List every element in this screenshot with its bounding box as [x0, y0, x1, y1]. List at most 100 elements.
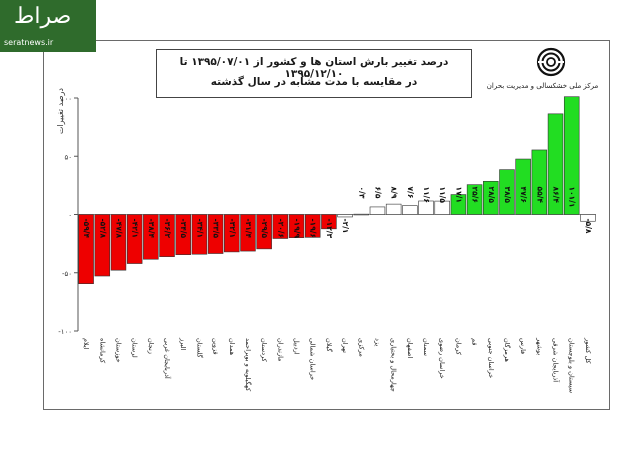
- bar-value-label: -۲۰/۶: [276, 219, 285, 239]
- bar-value-label: ۸۶/۴: [552, 187, 561, 204]
- category-label: قزوین: [212, 338, 220, 355]
- bar: [175, 214, 191, 255]
- y-tick-label: -۵۰: [62, 270, 72, 278]
- bar: [418, 200, 434, 215]
- bar-value-label: ۱۷/۱: [454, 187, 463, 203]
- bar-value-label: -۵/۸: [584, 219, 593, 234]
- bar-value-label: -۳۸/۴: [147, 219, 156, 239]
- bar-value-label: -۳۳/۵: [212, 219, 221, 239]
- bar-value-label: -۳۴/۵: [179, 219, 188, 239]
- site-logo[interactable]: صراط seratnews.ir: [0, 0, 96, 52]
- bar-value-label: -۳۴/۱: [195, 219, 204, 239]
- category-label: فارس: [519, 338, 527, 354]
- bar: [466, 184, 483, 215]
- category-label: گلستان: [195, 338, 203, 359]
- bar: [143, 214, 159, 260]
- bar: [580, 214, 596, 222]
- category-label: زنجان: [147, 338, 155, 354]
- bar: [515, 158, 531, 215]
- chart-title: درصد تغییر بارش استان ها و کشور از ۱۳۹۵/…: [179, 56, 449, 80]
- bar-value-label: ۳۸/۵: [503, 187, 512, 204]
- category-label: یزد: [373, 338, 381, 346]
- y-tick-label: ۱۰۰: [61, 95, 72, 103]
- category-label: بوشهر: [535, 337, 543, 355]
- category-label: گیلان: [325, 338, 333, 353]
- category-label: اردبیل: [293, 338, 301, 355]
- y-tick-label: ۵۰: [64, 153, 72, 161]
- bar: [240, 214, 256, 252]
- category-label: خراسان رضوی: [438, 338, 446, 379]
- bar: [304, 214, 321, 238]
- bar-value-label: ۰/۳: [357, 187, 366, 199]
- category-label: ایلام: [82, 338, 90, 350]
- bar: [337, 214, 353, 218]
- bar-value-label: -۴۷/۸: [114, 219, 123, 239]
- category-label: خراسان جنوبی: [487, 338, 495, 378]
- bar: [402, 205, 418, 215]
- category-label: مرکزی: [357, 338, 365, 357]
- category-label: اصفهان: [406, 338, 414, 359]
- y-tick-label: ۰: [68, 212, 72, 220]
- bar-value-label: -۲۹/۵: [260, 219, 269, 239]
- category-label: چهارمحال و بختیاری: [390, 338, 398, 392]
- bar: [94, 214, 111, 277]
- category-label: سیستان و بلوچستان: [568, 338, 576, 393]
- bar-value-label: -۳۱/۴: [244, 219, 253, 239]
- bar: [434, 200, 450, 215]
- bar: [321, 214, 337, 230]
- bar: [563, 96, 580, 215]
- site-url: seratnews.ir: [4, 38, 54, 47]
- category-label: قم: [471, 338, 479, 345]
- category-label: البرز: [179, 337, 187, 351]
- bar-value-label: -۱۹/۹: [293, 219, 302, 239]
- bar-value-label: -۱۹/۶: [309, 219, 318, 239]
- bar-value-label: -۳۶/۲: [163, 219, 172, 239]
- title-box: درصد تغییر بارش استان ها و کشور از ۱۳۹۵/…: [156, 49, 472, 98]
- bar: [272, 214, 289, 239]
- bar: [531, 149, 548, 215]
- bar: [288, 214, 305, 238]
- bar-value-label: ۸/۹: [390, 187, 399, 199]
- category-label: کردستان: [260, 338, 268, 363]
- category-label: خوزستان: [114, 338, 122, 363]
- bar: [159, 214, 175, 257]
- org-emblem-icon: [536, 47, 566, 77]
- category-label: هرمزگان: [503, 338, 511, 363]
- bar-value-label: -۵۹/۴: [82, 219, 91, 239]
- bar: [224, 214, 240, 253]
- chart-subtitle: در مقایسه با مدت مشابه در سال گذشته: [210, 76, 418, 88]
- y-tick-label: -۱۰۰: [58, 328, 72, 336]
- category-label: تهران: [341, 338, 349, 353]
- org-name: مرکز ملی خشکسالی و مدیریت بحران: [486, 82, 599, 90]
- bar: [353, 213, 370, 216]
- bar-value-label: -۳۲/۱: [228, 219, 237, 239]
- site-logo-text: صراط: [14, 4, 72, 29]
- bar: [126, 214, 143, 264]
- category-label: مازندران: [276, 338, 284, 362]
- bar: [547, 113, 564, 215]
- bar-value-label: ۱۱/۵: [438, 187, 447, 204]
- category-label: لرستان: [131, 338, 139, 358]
- bar-value-label: ۲۵/۶: [471, 187, 480, 203]
- bar-value-label: ۴۷/۶: [519, 187, 528, 203]
- bar: [499, 169, 515, 215]
- bar: [385, 203, 402, 215]
- bar: [450, 194, 467, 215]
- bar-value-label: ۱۰۱/۱: [568, 187, 577, 208]
- bar: [207, 214, 224, 254]
- bar-value-label: -۵۲/۸: [98, 219, 107, 239]
- category-label: کل کشور: [584, 337, 592, 364]
- bar-value-label: ۶/۵: [373, 187, 382, 199]
- category-label: کهگیلویه و بویراحمد: [244, 338, 252, 392]
- bar: [78, 214, 94, 285]
- bar: [191, 214, 208, 255]
- category-label: کرمانشاه: [98, 338, 106, 364]
- bar: [369, 206, 386, 215]
- bar-value-label: ۵۵/۴: [535, 187, 544, 204]
- category-label: خراسان شمالی: [309, 338, 317, 380]
- bar-value-label: -۱۲/۳: [325, 219, 334, 239]
- bar: [256, 214, 272, 250]
- bar-value-label: ۲۸/۵: [487, 187, 496, 204]
